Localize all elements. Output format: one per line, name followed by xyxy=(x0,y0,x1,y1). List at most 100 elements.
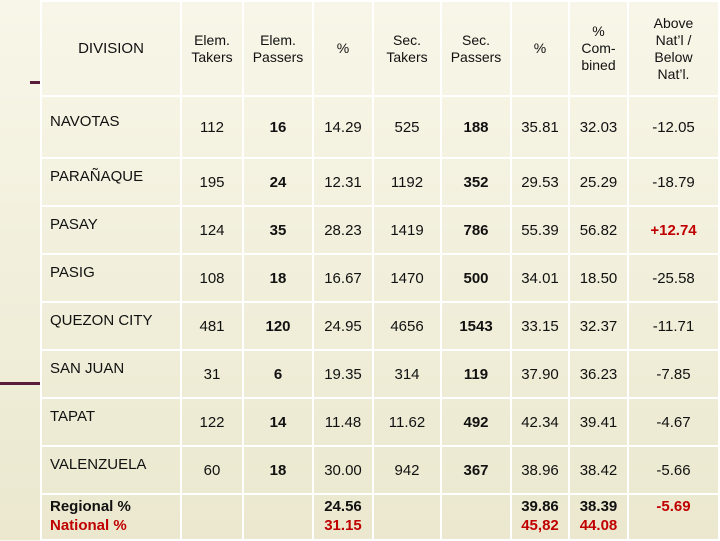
cell: 33.15 xyxy=(510,301,570,351)
header-cell: % xyxy=(510,0,570,97)
cell: 24.95 xyxy=(312,301,374,351)
division-name: VALENZUELA xyxy=(40,445,182,495)
cell: -25.58 xyxy=(627,253,720,303)
cell xyxy=(242,493,314,541)
table-row: PASAY 124 35 28.23 1419 786 55.39 56.82 +12.74 xyxy=(40,205,720,255)
header-cell: Sec. Takers xyxy=(372,0,442,97)
cell: 31 xyxy=(180,349,244,399)
cell: 367 xyxy=(440,445,512,495)
cell: 500 xyxy=(440,253,512,303)
cell: 1543 xyxy=(440,301,512,351)
cell: -4.67 xyxy=(627,397,720,447)
cell: 195 xyxy=(180,157,244,207)
header-cell: % Com- bined xyxy=(568,0,629,97)
cell: 14 xyxy=(242,397,314,447)
results-table: DIVISION Elem. Takers Elem. Passers% Sec. T… xyxy=(40,0,720,541)
division-name: TAPAT xyxy=(40,397,182,447)
division-name: SAN JUAN xyxy=(40,349,182,399)
national-label: National % xyxy=(50,517,127,534)
cell: 29.53 xyxy=(510,157,570,207)
cell: 19.35 xyxy=(312,349,374,399)
cell: -5.69 xyxy=(627,493,720,541)
cell: 24.56 31.15 xyxy=(312,493,374,541)
cell: 188 xyxy=(440,95,512,159)
cell: 38.96 xyxy=(510,445,570,495)
cell: 18 xyxy=(242,253,314,303)
cell: 14.29 xyxy=(312,95,374,159)
cell: 942 xyxy=(372,445,442,495)
cell: 120 xyxy=(242,301,314,351)
cell: 1192 xyxy=(372,157,442,207)
cell: 18 xyxy=(242,445,314,495)
cell: 42.34 xyxy=(510,397,570,447)
cell: 36.23 xyxy=(568,349,629,399)
cell: 24 xyxy=(242,157,314,207)
regional-value: 39.86 xyxy=(521,498,559,515)
cell: 1470 xyxy=(372,253,442,303)
decor-bar xyxy=(30,81,40,84)
cell: 11.62 xyxy=(372,397,442,447)
cell: 30.00 xyxy=(312,445,374,495)
table-row: SAN JUAN 31 6 19.35 314 119 37.90 36.23 -7.85 xyxy=(40,349,720,399)
division-name: PASIG xyxy=(40,253,182,303)
cell: 122 xyxy=(180,397,244,447)
cell: 119 xyxy=(440,349,512,399)
table-row: PASIG 108 18 16.67 1470 500 34.01 18.50 -25.58 xyxy=(40,253,720,303)
cell: -5.66 xyxy=(627,445,720,495)
cell: 481 xyxy=(180,301,244,351)
header-cell: % xyxy=(312,0,374,97)
cell: 39.86 45,82 xyxy=(510,493,570,541)
cell: 16 xyxy=(242,95,314,159)
cell: 16.67 xyxy=(312,253,374,303)
table-row: TAPAT 122 14 11.48 11.62 492 42.34 39.41 -4.67 xyxy=(40,397,720,447)
cell: 786 xyxy=(440,205,512,255)
header-cell: DIVISION xyxy=(40,0,182,97)
cell: 55.39 xyxy=(510,205,570,255)
cell: 11.48 xyxy=(312,397,374,447)
cell: 25.29 xyxy=(568,157,629,207)
cell: 37.90 xyxy=(510,349,570,399)
cell: 56.82 xyxy=(568,205,629,255)
cell: +12.74 xyxy=(627,205,720,255)
regional-value: 24.56 xyxy=(324,498,362,515)
cell: 35 xyxy=(242,205,314,255)
national-value: 31.15 xyxy=(324,517,362,534)
cell: 1419 xyxy=(372,205,442,255)
cell: 32.37 xyxy=(568,301,629,351)
cell: 525 xyxy=(372,95,442,159)
cell: 492 xyxy=(440,397,512,447)
table-body: NAVOTAS 112 16 14.29 525 188 35.81 32.03 -12.05 P… xyxy=(40,95,720,495)
division-name: QUEZON CITY xyxy=(40,301,182,351)
cell: 60 xyxy=(180,445,244,495)
regional-label: Regional % xyxy=(50,498,131,515)
cell: 35.81 xyxy=(510,95,570,159)
cell: 34.01 xyxy=(510,253,570,303)
footer-label: Regional % National % xyxy=(40,493,182,541)
cell: 12.31 xyxy=(312,157,374,207)
regional-value: 38.39 xyxy=(579,498,618,515)
header-row: DIVISION Elem. Takers Elem. Passers% Sec. T… xyxy=(40,0,720,97)
header-cell: Elem. Passers xyxy=(242,0,314,97)
cell: -12.05 xyxy=(627,95,720,159)
cell: 18.50 xyxy=(568,253,629,303)
cell: 124 xyxy=(180,205,244,255)
national-value: 45,82 xyxy=(521,517,559,534)
division-name: NAVOTAS xyxy=(40,95,182,159)
national-value: 44.08 xyxy=(579,517,618,534)
footer-row: Regional % National % 24.56 31.15 39.86 45,… xyxy=(40,493,720,541)
cell xyxy=(180,493,244,541)
cell: -7.85 xyxy=(627,349,720,399)
regional-value: -5.69 xyxy=(656,498,691,515)
cell: 38.42 xyxy=(568,445,629,495)
cell: 39.41 xyxy=(568,397,629,447)
decor-bar xyxy=(0,382,40,385)
header-cell: Sec. Passers xyxy=(440,0,512,97)
cell: 6 xyxy=(242,349,314,399)
cell: -18.79 xyxy=(627,157,720,207)
cell: -11.71 xyxy=(627,301,720,351)
division-name: PARAÑAQUE xyxy=(40,157,182,207)
cell: 112 xyxy=(180,95,244,159)
cell: 352 xyxy=(440,157,512,207)
table-row: NAVOTAS 112 16 14.29 525 188 35.81 32.03 -12.05 xyxy=(40,95,720,159)
